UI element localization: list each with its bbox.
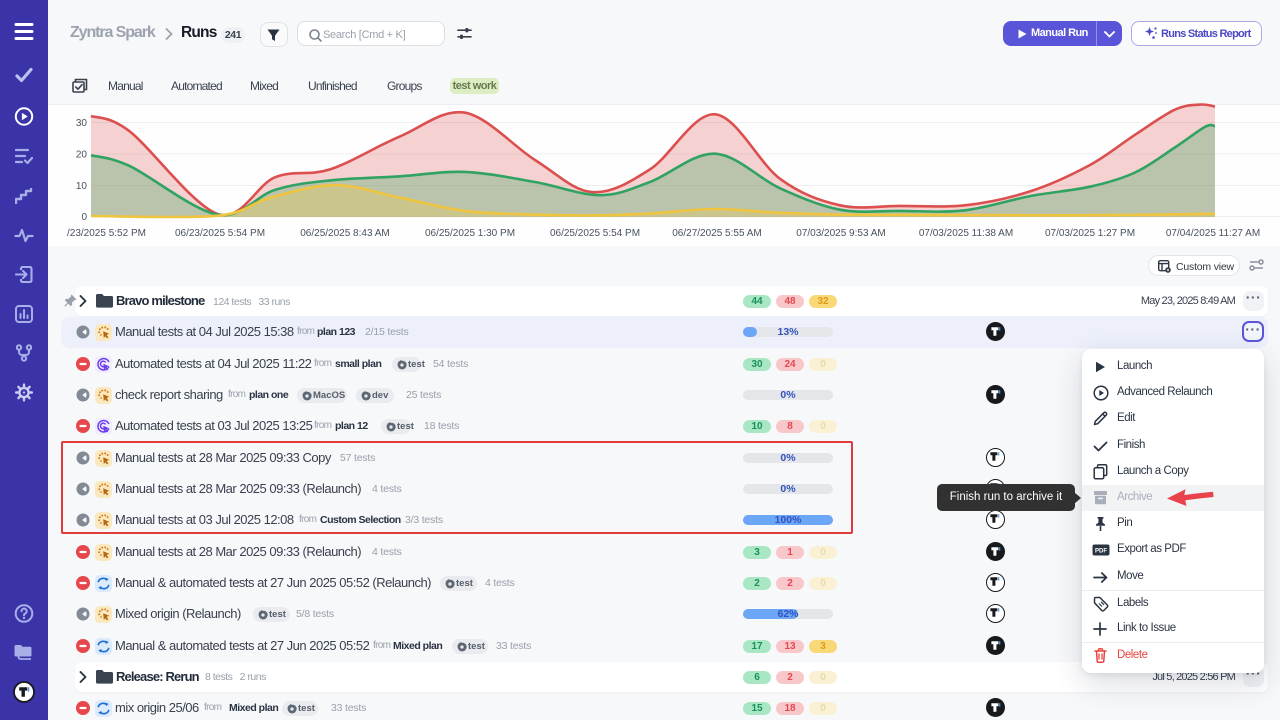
svg-text:06/27/2025 5:55 AM: 06/27/2025 5:55 AM <box>672 228 762 239</box>
svg-text:06/25/2025 8:43 AM: 06/25/2025 8:43 AM <box>300 228 390 239</box>
svg-text:10: 10 <box>76 181 88 192</box>
svg-text:06/25/2025 5:54 PM: 06/25/2025 5:54 PM <box>550 228 640 239</box>
svg-text:06/23/2025 5:54 PM: 06/23/2025 5:54 PM <box>175 228 265 239</box>
svg-text:/23/2025 5:52 PM: /23/2025 5:52 PM <box>67 228 146 239</box>
svg-text:30: 30 <box>76 118 88 129</box>
svg-text:0: 0 <box>81 212 87 223</box>
svg-text:20: 20 <box>76 150 88 161</box>
svg-text:PDF: PDF <box>1095 549 1107 555</box>
svg-text:07/04/2025 11:27 AM: 07/04/2025 11:27 AM <box>1166 228 1260 239</box>
svg-text:07/03/2025 11:38 AM: 07/03/2025 11:38 AM <box>919 228 1013 239</box>
svg-text:06/25/2025 1:30 PM: 06/25/2025 1:30 PM <box>425 228 515 239</box>
svg-text:07/03/2025 1:27 PM: 07/03/2025 1:27 PM <box>1045 228 1135 239</box>
svg-text:07/03/2025 9:53 AM: 07/03/2025 9:53 AM <box>796 228 886 239</box>
